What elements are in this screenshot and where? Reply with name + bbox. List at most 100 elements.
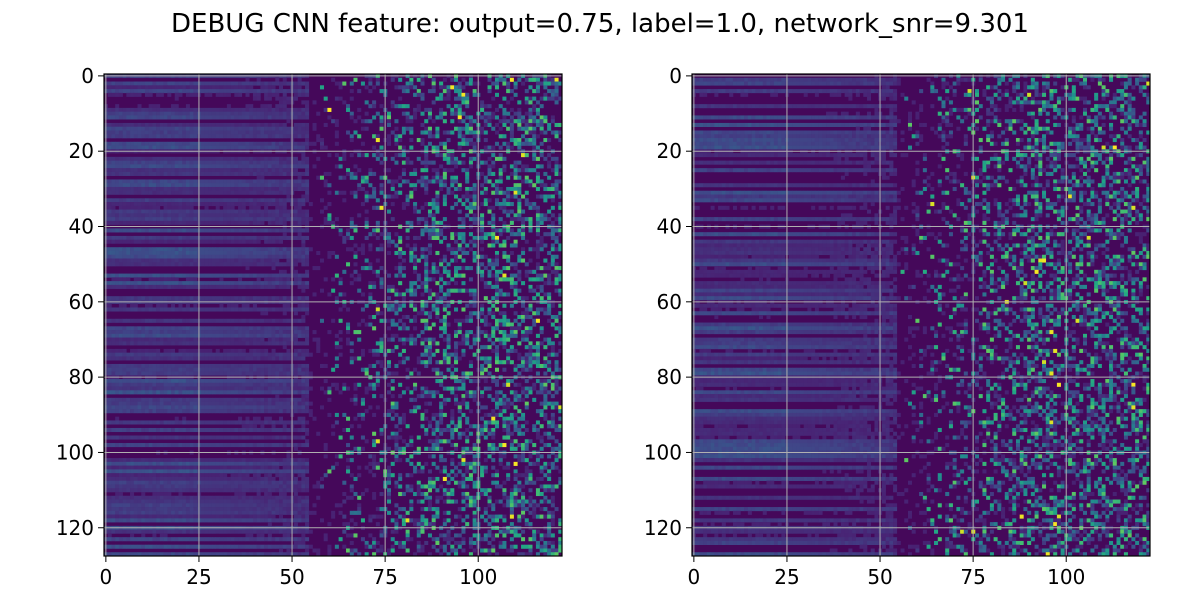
heatmap-cell [312, 330, 317, 335]
heatmap-cell [346, 228, 351, 233]
heatmap-cell [189, 213, 194, 218]
heatmap-cell [156, 85, 161, 90]
heatmap-cell [152, 198, 157, 203]
heatmap-cell [126, 141, 131, 146]
heatmap-cell [502, 115, 507, 120]
heatmap-cell [286, 190, 291, 195]
heatmap-cell [398, 273, 403, 278]
heatmap-cell [528, 307, 533, 312]
heatmap-cell [279, 104, 284, 109]
heatmap-cell [427, 130, 432, 135]
heatmap-cell [178, 85, 183, 90]
heatmap-cell [249, 130, 254, 135]
heatmap-cell [457, 111, 462, 116]
heatmap-cell [133, 330, 138, 335]
heatmap-cell [372, 171, 377, 176]
heatmap-cell [118, 281, 123, 286]
heatmap-cell [271, 330, 276, 335]
heatmap-cell [256, 168, 261, 173]
heatmap-cell [427, 341, 432, 346]
heatmap-cell [465, 81, 470, 86]
heatmap-cell [446, 138, 451, 143]
heatmap-cell [550, 345, 555, 350]
heatmap-cell [264, 326, 269, 331]
heatmap-cell [491, 153, 496, 158]
heatmap-cell [215, 348, 220, 353]
heatmap-cell [319, 85, 324, 90]
heatmap-cell [115, 239, 120, 244]
heatmap-cell [111, 273, 116, 278]
heatmap-cell [264, 209, 269, 214]
heatmap-cell [405, 220, 410, 225]
heatmap-cell [185, 217, 190, 222]
heatmap-cell [431, 179, 436, 184]
heatmap-cell [130, 134, 135, 139]
heatmap-cell [144, 235, 149, 240]
heatmap-cell [185, 205, 190, 210]
heatmap-cell [435, 179, 440, 184]
heatmap-cell [208, 134, 213, 139]
heatmap-cell [249, 247, 254, 252]
heatmap-cell [211, 318, 216, 323]
heatmap-cell [431, 100, 436, 105]
heatmap-cell [174, 250, 179, 256]
heatmap-cell [200, 111, 205, 116]
heatmap-cell [264, 89, 269, 94]
heatmap-cell [535, 243, 540, 248]
heatmap-cell [230, 348, 235, 353]
heatmap-cell [152, 239, 157, 244]
heatmap-cell [368, 77, 373, 82]
heatmap-cell [431, 292, 436, 297]
heatmap-cell [204, 220, 209, 225]
heatmap-cell [465, 138, 470, 143]
heatmap-cell [144, 262, 149, 267]
heatmap-cell [264, 145, 269, 150]
heatmap-cell [390, 303, 395, 308]
heatmap-cell [420, 92, 425, 97]
heatmap-cell [211, 341, 216, 346]
heatmap-cell [111, 356, 116, 361]
heatmap-cell [524, 153, 529, 158]
heatmap-cell [379, 186, 384, 192]
heatmap-cell [368, 348, 373, 353]
heatmap-cell [245, 141, 250, 146]
heatmap-cell [238, 92, 243, 97]
heatmap-cell [491, 145, 496, 150]
heatmap-cell [431, 175, 436, 180]
heatmap-cell [286, 284, 291, 289]
heatmap-cell [494, 337, 499, 342]
heatmap-cell [238, 326, 243, 331]
heatmap-cell [535, 311, 540, 316]
heatmap-cell [442, 168, 447, 173]
heatmap-cell [293, 296, 298, 301]
heatmap-cell [159, 337, 164, 342]
heatmap-cell [200, 348, 205, 353]
heatmap-cell [301, 179, 306, 184]
heatmap-cell [379, 183, 384, 188]
heatmap-cell [279, 89, 284, 94]
heatmap-cell [156, 296, 161, 301]
heatmap-cell [122, 209, 127, 214]
heatmap-cell [148, 247, 153, 252]
heatmap-cell [215, 296, 220, 301]
heatmap-cell [547, 145, 552, 150]
heatmap-cell [301, 318, 306, 323]
heatmap-cell [275, 134, 280, 139]
heatmap-cell [167, 122, 172, 128]
heatmap-cell [152, 122, 157, 128]
heatmap-cell [305, 348, 310, 353]
heatmap-cell [215, 337, 220, 342]
heatmap-cell [390, 100, 395, 105]
heatmap-cell [427, 277, 432, 282]
heatmap-cell [178, 171, 183, 176]
heatmap-cell [252, 96, 257, 101]
heatmap-cell [249, 281, 254, 286]
heatmap-cell [517, 115, 522, 120]
heatmap-cell [204, 111, 209, 116]
heatmap-cell [208, 168, 213, 173]
heatmap-cell [558, 96, 563, 101]
heatmap-cell [535, 254, 540, 259]
heatmap-cell [305, 100, 310, 105]
heatmap-cell [118, 122, 123, 128]
heatmap-cell [342, 269, 347, 274]
